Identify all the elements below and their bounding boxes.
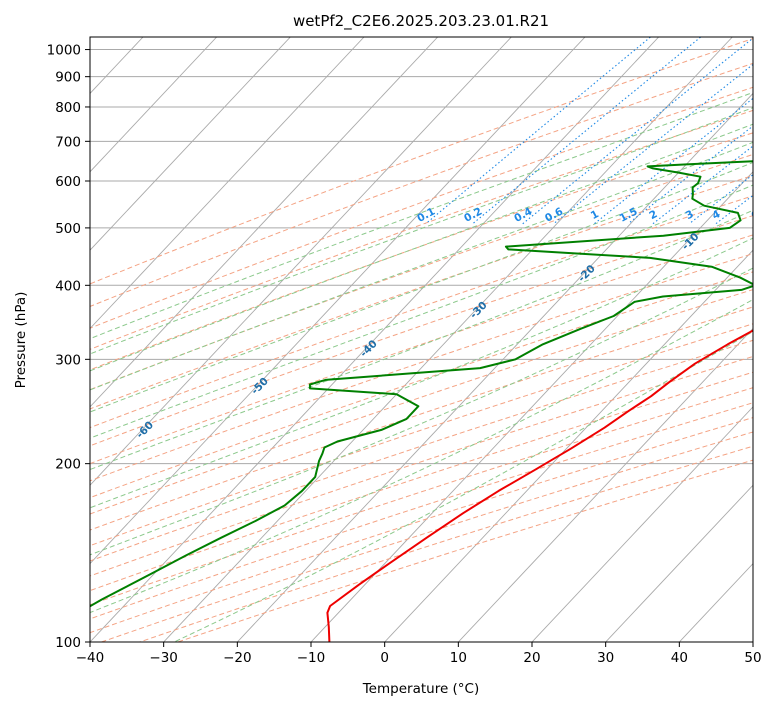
mixing-ratio-line	[472, 37, 702, 225]
moist-adiabat	[90, 161, 753, 413]
isotherm-line	[90, 37, 365, 330]
dry-adiabat	[90, 86, 753, 329]
chart-title: wetPf2_C2E6.2025.203.23.01.R21	[293, 12, 549, 31]
x-tick-label: −40	[76, 650, 105, 666]
x-tick-label: 30	[597, 650, 614, 666]
dewpoint-profile	[90, 160, 753, 608]
plot-area: 0.10.20.40.611.52346810131620253036-100-…	[90, 37, 761, 642]
isotherm-line	[90, 37, 586, 565]
mixing-ratio-line	[425, 37, 652, 225]
temperature-profile	[326, 329, 753, 642]
axes-frame	[89, 36, 754, 643]
moist-adiabat	[90, 184, 753, 439]
y-tick-label: 500	[55, 221, 81, 237]
y-tick-label: 1000	[47, 43, 81, 59]
isotherm-line	[90, 37, 439, 408]
isotherm-line	[90, 37, 291, 251]
x-tick-label: 10	[450, 650, 467, 666]
x-axis-label: Temperature (°C)	[362, 681, 480, 697]
mixing-ratio-line	[593, 97, 753, 225]
y-tick-label: 200	[55, 457, 81, 473]
x-tick-label: 0	[380, 650, 389, 666]
y-tick-label: 800	[55, 100, 81, 116]
y-tick-label: 400	[55, 278, 81, 294]
moist-adiabat	[90, 107, 753, 355]
x-axis-ticks: −40 −30 −20 −10 0 10 20 30 40 50	[76, 642, 762, 666]
y-tick-label: 700	[55, 134, 81, 150]
isotherm-lines	[90, 37, 753, 642]
moist-adiabat	[90, 209, 753, 471]
isotherm-line	[90, 37, 218, 173]
isotherm-line	[237, 92, 753, 642]
y-axis-label: Pressure (hPa)	[13, 292, 29, 389]
moist-adiabat	[90, 299, 753, 614]
x-tick-label: 20	[523, 650, 540, 666]
x-tick-label: −30	[149, 650, 178, 666]
isotherm-line	[310, 171, 753, 642]
isotherm-line	[384, 249, 753, 642]
x-tick-label: 50	[744, 650, 761, 666]
dry-adiabat	[90, 109, 753, 350]
moist-adiabat	[90, 91, 753, 340]
mixing-ratio-line	[652, 145, 753, 225]
x-tick-label: −20	[223, 650, 252, 666]
isotherm-line	[458, 327, 753, 642]
y-tick-label: 900	[55, 70, 81, 86]
isotherm-line	[90, 37, 512, 486]
profile-series	[90, 160, 753, 642]
dry-adiabat	[90, 38, 753, 285]
mixing-ratio-lines	[425, 37, 753, 225]
y-tick-label: 100	[55, 635, 81, 651]
moist-adiabat	[90, 237, 753, 509]
moist-adiabat	[90, 267, 753, 556]
dry-adiabat	[90, 387, 753, 606]
isotherm-line	[163, 37, 733, 642]
x-tick-label: 40	[671, 650, 688, 666]
y-axis-ticks: 1000 900 800 700 600 500 400 300 200 100	[47, 43, 90, 651]
mixing-ratio-label: 6	[749, 208, 761, 222]
moist-adiabat-lines	[90, 91, 753, 642]
isotherm-line	[90, 37, 660, 642]
y-tick-label: 300	[55, 352, 81, 368]
isotherm-line	[605, 484, 753, 642]
x-tick-label: −10	[297, 650, 326, 666]
dry-adiabat-lines	[90, 38, 753, 642]
isotherm-line	[531, 406, 753, 642]
y-tick-label: 600	[55, 174, 81, 190]
dry-adiabat	[90, 153, 753, 391]
